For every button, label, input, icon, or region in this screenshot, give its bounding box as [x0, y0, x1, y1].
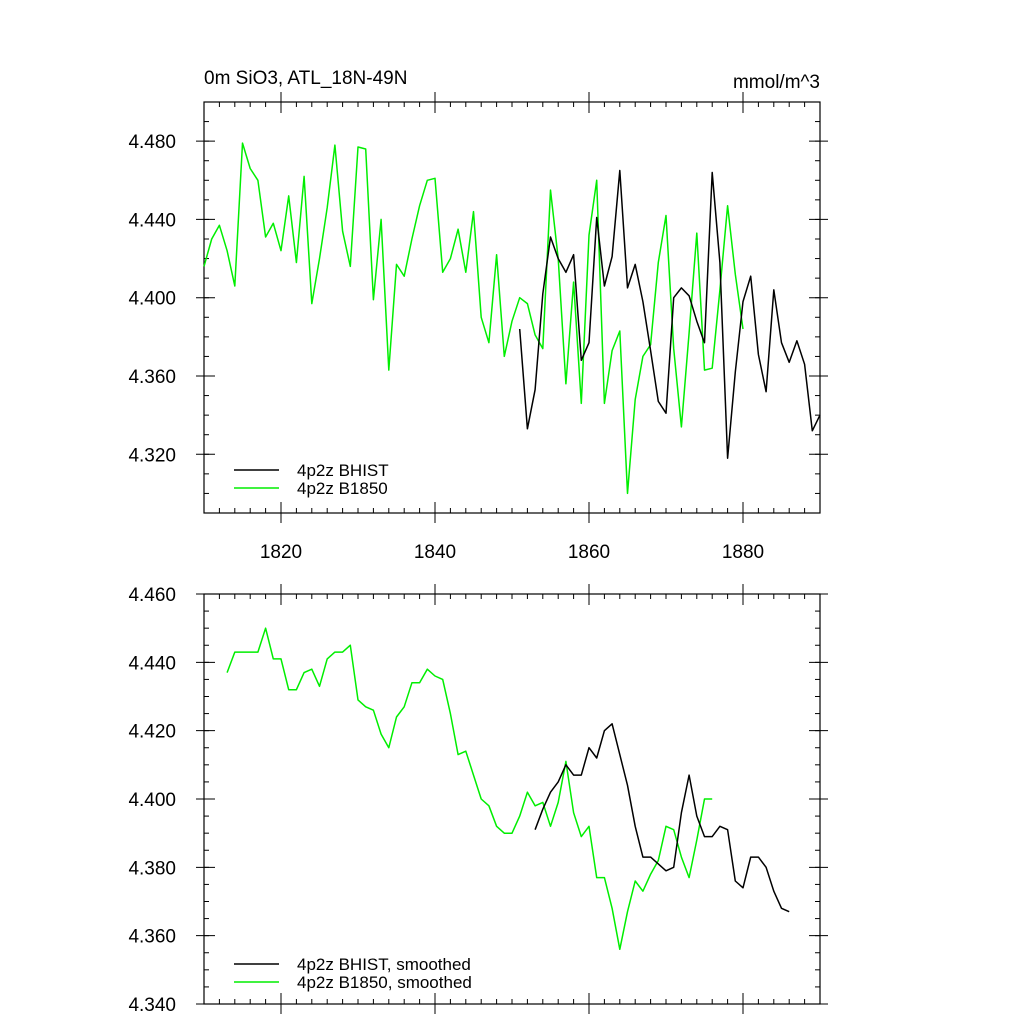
p0-legend-label: 4p2z BHIST: [297, 461, 389, 480]
p1-y-tick-label: 4.340: [128, 995, 176, 1016]
p1-legend-label: 4p2z B1850, smoothed: [297, 973, 472, 992]
p0-legend-label: 4p2z B1850: [297, 479, 388, 498]
p1-plot-frame: [203, 593, 821, 1005]
units-label: mmol/m^3: [733, 72, 820, 93]
p1-y-tick-label: 4.460: [128, 585, 176, 606]
p1-y-tick-label: 4.400: [128, 790, 176, 811]
p1-legend-label: 4p2z BHIST, smoothed: [297, 955, 471, 974]
p0-x-tick-label: 1820: [260, 542, 302, 563]
p0-y-tick-label: 4.360: [128, 367, 176, 388]
p1-y-tick-label: 4.380: [128, 858, 176, 879]
p1-y-tick-label: 4.440: [128, 653, 176, 674]
chart-title: 0m SiO3, ATL_18N-49N: [204, 68, 407, 89]
p0-y-tick-label: 4.400: [128, 289, 176, 310]
bottom-panel: 4.340 4.360 4.380 4.400 4.420 4.440 4.460 4p2z …: [128, 584, 828, 1016]
p1-y-tick-label: 4.360: [128, 927, 176, 948]
p0-x-tick-label: 1860: [568, 542, 610, 563]
p0-series-line-bhist: [518, 169, 821, 459]
p0-x-tick-label: 1880: [722, 542, 764, 563]
p1-series-line-b1850: [226, 627, 713, 951]
p1-series-line-bhist: [534, 723, 790, 913]
p0-y-tick-label: 4.440: [128, 210, 176, 231]
p0-series-line-b1850: [203, 142, 744, 495]
p0-y-tick-label: 4.320: [128, 445, 176, 466]
top-panel: 1820 1840 1860 1880 4.320 4.360 4.400 4.440 4.48…: [128, 92, 828, 563]
p0-x-tick-label: 1840: [414, 542, 456, 563]
p0-y-tick-label: 4.480: [128, 132, 176, 153]
p1-y-tick-label: 4.420: [128, 722, 176, 743]
